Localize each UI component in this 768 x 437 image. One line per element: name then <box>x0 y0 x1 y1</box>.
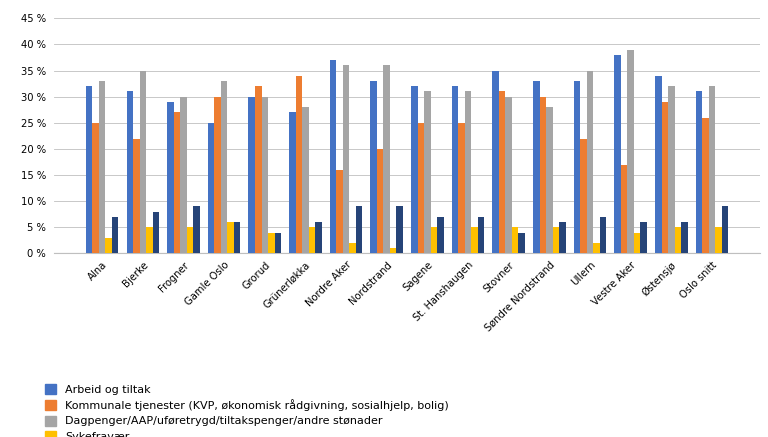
Bar <box>581 139 587 253</box>
Bar <box>533 81 540 253</box>
Bar <box>105 238 112 253</box>
Bar <box>309 227 315 253</box>
Bar <box>336 170 343 253</box>
Bar <box>92 123 99 253</box>
Bar <box>661 102 668 253</box>
Bar <box>356 206 362 253</box>
Bar <box>512 227 518 253</box>
Bar <box>396 206 403 253</box>
Bar <box>268 232 274 253</box>
Bar <box>465 91 472 253</box>
Bar <box>146 227 153 253</box>
Bar <box>702 118 709 253</box>
Bar <box>377 149 383 253</box>
Legend: Arbeid og tiltak, Kommunale tjenester (KVP, økonomisk rådgivning, sosialhjelp, b: Arbeid og tiltak, Kommunale tjenester (K… <box>45 384 449 437</box>
Bar <box>390 248 396 253</box>
Bar <box>437 217 444 253</box>
Bar <box>593 243 600 253</box>
Bar <box>452 86 458 253</box>
Bar <box>249 97 255 253</box>
Bar <box>458 123 465 253</box>
Bar <box>553 227 559 253</box>
Bar <box>600 217 606 253</box>
Bar <box>227 222 233 253</box>
Bar <box>546 107 553 253</box>
Bar <box>112 217 118 253</box>
Bar <box>214 97 221 253</box>
Bar <box>418 123 424 253</box>
Bar <box>174 112 180 253</box>
Bar <box>99 81 105 253</box>
Bar <box>411 86 418 253</box>
Bar <box>255 86 261 253</box>
Bar <box>696 91 702 253</box>
Bar <box>296 76 302 253</box>
Bar <box>499 91 505 253</box>
Bar <box>668 86 674 253</box>
Bar <box>221 81 227 253</box>
Bar <box>634 232 641 253</box>
Bar <box>343 66 349 253</box>
Bar <box>574 81 581 253</box>
Bar <box>233 222 240 253</box>
Bar <box>587 71 593 253</box>
Bar <box>722 206 728 253</box>
Bar <box>431 227 437 253</box>
Bar <box>709 86 715 253</box>
Bar <box>167 102 174 253</box>
Bar <box>540 97 546 253</box>
Bar <box>349 243 356 253</box>
Bar <box>655 76 661 253</box>
Bar <box>315 222 322 253</box>
Bar <box>208 123 214 253</box>
Bar <box>127 91 133 253</box>
Bar <box>621 165 627 253</box>
Bar <box>383 66 390 253</box>
Bar <box>133 139 140 253</box>
Bar <box>261 97 268 253</box>
Bar <box>329 60 336 253</box>
Bar <box>370 81 377 253</box>
Bar <box>274 232 281 253</box>
Bar <box>478 217 485 253</box>
Bar <box>641 222 647 253</box>
Bar <box>153 212 159 253</box>
Bar <box>289 112 296 253</box>
Bar <box>180 97 187 253</box>
Bar <box>472 227 478 253</box>
Bar <box>86 86 92 253</box>
Bar <box>302 107 309 253</box>
Bar <box>187 227 194 253</box>
Bar <box>674 227 681 253</box>
Bar <box>614 55 621 253</box>
Bar <box>424 91 431 253</box>
Bar <box>194 206 200 253</box>
Bar <box>627 50 634 253</box>
Bar <box>681 222 687 253</box>
Bar <box>518 232 525 253</box>
Bar <box>715 227 722 253</box>
Bar <box>505 97 512 253</box>
Bar <box>559 222 565 253</box>
Bar <box>140 71 146 253</box>
Bar <box>492 71 499 253</box>
